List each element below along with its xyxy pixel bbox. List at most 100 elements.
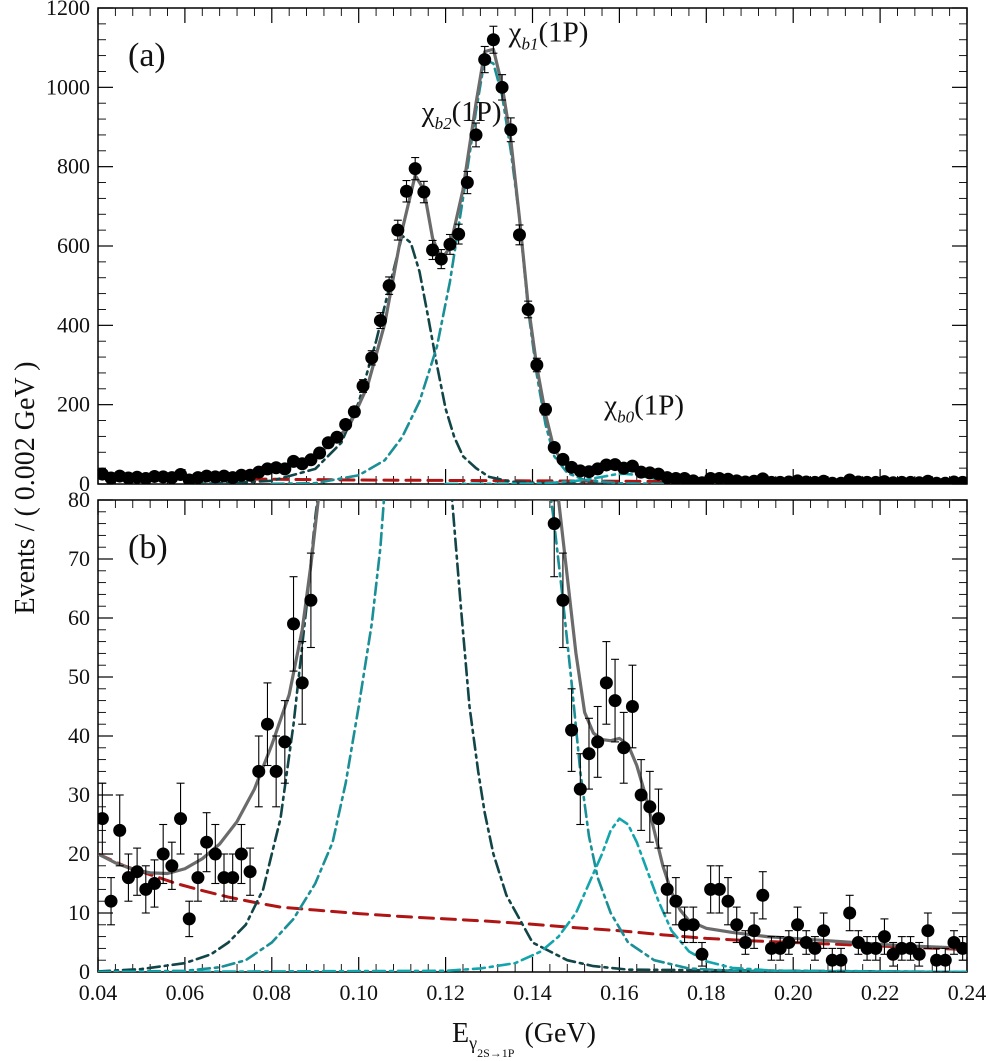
data-point — [565, 723, 579, 737]
x-tick-label: 0.08 — [253, 980, 292, 1005]
data-point — [921, 924, 935, 938]
data-point — [313, 446, 327, 460]
peak-annotation-2-suffix: (1P) — [634, 390, 684, 422]
data-point — [938, 953, 952, 967]
data-point — [652, 812, 666, 826]
data-point — [504, 123, 518, 137]
peak-annotation-0-suffix: (1P) — [452, 96, 502, 128]
plot-area — [98, 25, 967, 484]
data-point — [599, 676, 613, 690]
data-point — [721, 894, 735, 908]
x-tick-label: 0.14 — [513, 980, 552, 1005]
data-point — [399, 184, 413, 198]
data-point — [573, 782, 587, 796]
x-tick-label: 0.18 — [687, 980, 726, 1005]
y-tick-label: 30 — [68, 782, 90, 807]
y-tick-label: 10 — [68, 900, 90, 925]
data-point — [269, 764, 283, 778]
x-axis-label-prefix: E — [452, 1018, 469, 1049]
data-point — [373, 314, 387, 328]
panel-label: (b) — [128, 529, 168, 566]
data-point — [443, 237, 457, 251]
data-point — [486, 33, 500, 47]
x-tick-label: 0.06 — [166, 980, 205, 1005]
data-point — [686, 918, 700, 932]
data-point — [113, 823, 127, 837]
data-point — [452, 227, 466, 241]
data-point — [547, 517, 561, 531]
data-point — [295, 676, 309, 690]
x-tick-label: 0.24 — [948, 980, 987, 1005]
data-point — [460, 176, 474, 190]
x-tick-label: 0.20 — [774, 980, 813, 1005]
y-tick-label: 0 — [79, 471, 90, 496]
data-point — [182, 912, 196, 926]
data-point — [417, 185, 431, 199]
peak-annotation-2-main: χ — [603, 390, 617, 422]
y-tick-label: 80 — [68, 487, 90, 512]
y-tick-label: 60 — [68, 605, 90, 630]
data-point — [260, 717, 274, 731]
y-tick-label: 1000 — [46, 74, 90, 99]
y-tick-label: 40 — [68, 723, 90, 748]
peak-annotation-2-sub: b0 — [617, 408, 635, 427]
data-point — [877, 930, 891, 944]
data-point — [782, 936, 796, 949]
data-point — [539, 402, 553, 416]
peak-annotation-0: χb2(1P) — [421, 96, 502, 133]
component-chib1-curve — [98, 500, 967, 972]
data-point — [278, 462, 292, 476]
data-point — [356, 379, 370, 393]
data-point — [582, 747, 596, 761]
component-chib2-curve — [98, 500, 967, 972]
y-tick-label: 200 — [57, 392, 90, 417]
data-point — [174, 812, 188, 826]
data-point — [791, 918, 805, 932]
peak-annotation-0-main: χ — [421, 96, 435, 128]
data-point — [808, 941, 822, 955]
y-tick-label: 20 — [68, 841, 90, 866]
data-point — [191, 871, 205, 885]
data-point — [712, 882, 726, 896]
x-tick-label: 0.12 — [426, 980, 465, 1005]
data-point — [495, 80, 509, 94]
data-point — [391, 223, 405, 237]
data-point — [478, 53, 492, 67]
data-point — [521, 302, 535, 316]
data-point — [512, 228, 526, 242]
data-point — [756, 888, 770, 902]
data-point — [165, 859, 179, 873]
x-tick-label: 0.22 — [861, 980, 900, 1005]
peak-annotation-1-main: χ — [508, 17, 522, 49]
x-axis-label-subscript: γ — [468, 1033, 477, 1053]
data-point — [643, 800, 657, 814]
component-chib2-curve — [183, 234, 621, 484]
data-point — [817, 924, 831, 938]
data-point — [434, 252, 448, 266]
data-point — [208, 847, 222, 861]
data-point — [660, 882, 674, 896]
x-tick-label: 0.04 — [79, 980, 118, 1005]
data-point — [365, 351, 379, 365]
data-point — [347, 405, 361, 419]
data-point — [287, 617, 301, 631]
data-point — [234, 847, 248, 861]
y-tick-label: 600 — [57, 233, 90, 258]
data-point — [608, 694, 622, 708]
data-point — [956, 941, 967, 955]
peak-annotation-1: χb1(1P) — [508, 17, 589, 54]
panel-a: 020040060080010001200(a)χb2(1P)χb1(1P)χb… — [46, 0, 968, 496]
data-point — [625, 700, 639, 713]
data-point — [695, 947, 709, 961]
data-point — [556, 593, 570, 607]
peak-annotation-2: χb0(1P) — [603, 390, 684, 427]
data-point — [530, 358, 544, 372]
data-point — [304, 593, 318, 607]
data-point — [547, 441, 561, 455]
data-point — [330, 430, 344, 444]
data-point — [252, 764, 266, 778]
peak-annotation-1-suffix: (1P) — [538, 17, 588, 49]
data-point — [834, 953, 848, 967]
y-tick-label: 70 — [68, 546, 90, 571]
